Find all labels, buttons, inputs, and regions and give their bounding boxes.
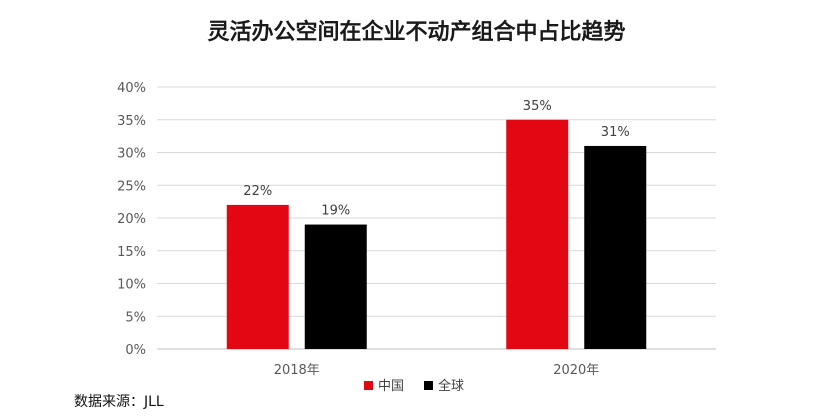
bar xyxy=(304,224,367,349)
y-tick-label: 40% xyxy=(117,81,146,96)
y-tick-label: 20% xyxy=(117,212,146,227)
y-axis: 0% 5% 10% 15% 20% 25% 30% 35% 40% xyxy=(117,81,146,358)
data-label: 31% xyxy=(601,125,630,140)
legend-swatch xyxy=(424,381,433,390)
chart-title: 灵活办公空间在企业不动产组合中占比趋势 xyxy=(207,20,626,45)
y-tick-label: 5% xyxy=(125,310,146,325)
legend-label: 中国 xyxy=(378,379,404,394)
data-label: 19% xyxy=(321,204,350,219)
x-tick-label: 2020年 xyxy=(553,363,599,378)
data-label: 35% xyxy=(523,99,552,114)
y-tick-label: 35% xyxy=(117,114,146,129)
source-note: 数据来源：JLL xyxy=(74,394,164,410)
y-tick-label: 10% xyxy=(117,278,146,293)
data-labels: 22% 19% 35% 31% xyxy=(243,99,629,219)
bar xyxy=(226,204,289,349)
bar xyxy=(506,119,569,349)
x-tick-label: 2018年 xyxy=(274,363,320,378)
y-tick-label: 30% xyxy=(117,147,146,162)
bars xyxy=(226,119,647,349)
y-tick-label: 0% xyxy=(125,343,146,358)
bar xyxy=(584,145,647,349)
legend: 中国 全球 xyxy=(364,378,464,394)
x-axis: 2018年 2020年 xyxy=(274,363,600,378)
y-tick-label: 15% xyxy=(117,245,146,260)
y-tick-label: 25% xyxy=(117,179,146,194)
data-label: 22% xyxy=(243,184,272,199)
legend-label: 全球 xyxy=(438,378,464,394)
legend-swatch xyxy=(364,381,373,390)
